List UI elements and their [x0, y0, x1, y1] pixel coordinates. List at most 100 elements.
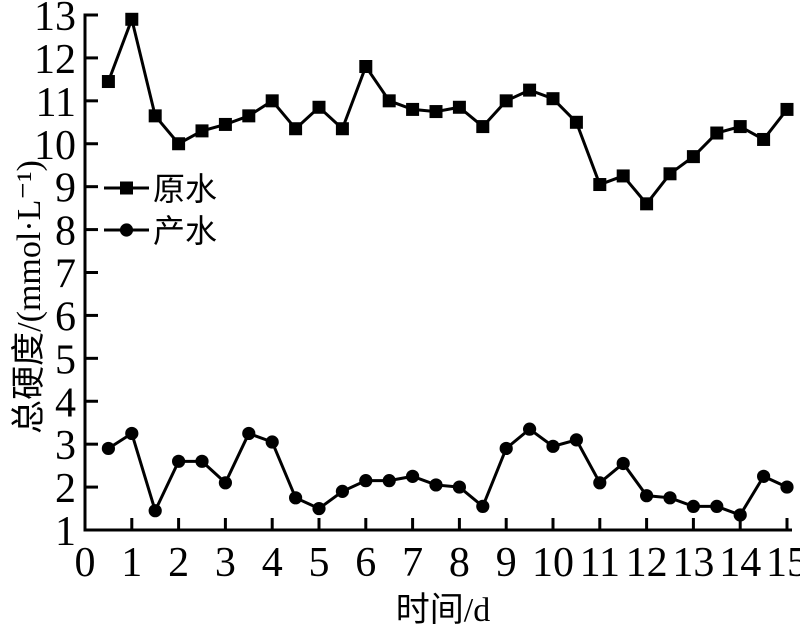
y-tick-label: 13 — [34, 0, 76, 40]
series-raw-water-marker — [780, 102, 794, 116]
series-raw-water-marker — [523, 83, 537, 97]
y-tick-label: 4 — [55, 380, 76, 426]
series-raw-water-marker — [757, 132, 771, 146]
x-tick-label: 11 — [580, 540, 620, 586]
x-tick-label: 9 — [496, 540, 517, 586]
series-product-water-marker — [382, 474, 396, 488]
y-tick-label: 5 — [55, 337, 76, 383]
series-raw-water-marker — [429, 105, 443, 119]
series-raw-water-marker — [710, 126, 724, 140]
series-product-water — [101, 422, 794, 522]
series-product-water-line — [107, 427, 788, 517]
series-product-water-marker — [546, 439, 560, 453]
series-product-water-marker — [335, 484, 349, 498]
x-tick-label: 6 — [355, 540, 376, 586]
series-raw-water-marker — [640, 197, 654, 211]
y-tick-label: 2 — [55, 466, 76, 512]
legend-product-water-marker — [119, 223, 134, 237]
legend-raw-water-marker — [120, 181, 133, 195]
series-product-water-marker — [569, 433, 584, 447]
series-product-water-marker — [640, 489, 654, 503]
series-raw-water-marker — [616, 169, 630, 183]
y-tick-label: 3 — [55, 423, 76, 469]
y-tick-label: 1 — [55, 509, 76, 555]
series-product-water-marker — [218, 476, 232, 490]
series-product-water-marker — [172, 454, 186, 468]
y-tick-label: 6 — [55, 294, 76, 340]
series-product-water-marker — [686, 499, 701, 513]
series-raw-water-marker — [218, 117, 232, 131]
series-product-water-marker — [265, 435, 279, 449]
series-raw-water-marker — [476, 120, 490, 134]
y-tick-label: 10 — [34, 123, 76, 169]
series-product-water-marker — [780, 480, 794, 494]
series-product-water-marker — [476, 499, 490, 513]
series-product-water-marker — [523, 422, 537, 436]
series-product-water-marker — [195, 454, 209, 468]
series-raw-water-marker — [195, 124, 209, 138]
y-tick-label: 9 — [55, 166, 76, 212]
x-tick-labels: 0 1 2 3 4 5 6 7 8 9 10 11 12 13 14 15 — [75, 540, 800, 586]
series-raw-water-marker — [686, 150, 700, 164]
series-product-water-marker — [733, 508, 747, 522]
series-raw-water-marker — [569, 115, 583, 129]
series-raw-water-marker — [546, 92, 560, 106]
series-raw-water-marker — [148, 109, 162, 123]
series-raw-water-marker — [452, 100, 466, 114]
series-product-water-marker — [359, 474, 373, 488]
series-product-water-marker — [125, 426, 139, 441]
x-tick-label: 1 — [121, 540, 142, 586]
series-product-water-marker — [101, 441, 115, 456]
series-raw-water-marker — [406, 102, 420, 116]
x-tick-label: 12 — [626, 540, 668, 586]
series-raw-water-marker — [359, 60, 373, 73]
series-product-water-marker — [312, 501, 326, 516]
series-raw-water-marker — [101, 75, 115, 89]
y-tick-label: 8 — [55, 209, 76, 255]
legend-product-water: 产水 — [104, 213, 217, 249]
x-tick-label: 15 — [766, 540, 800, 586]
y-tick-label: 7 — [55, 252, 76, 298]
legend-raw-water-label: 原水 — [153, 171, 217, 207]
x-tick-label: 14 — [719, 540, 761, 586]
series-product-water-marker — [429, 478, 443, 492]
x-axis-title: 时间/d — [396, 592, 490, 628]
x-tick-label: 10 — [532, 540, 574, 586]
series-raw-water-marker — [499, 94, 513, 108]
x-tick-label: 0 — [75, 540, 96, 586]
series-product-water-marker — [242, 426, 256, 441]
series-raw-water-marker — [663, 167, 677, 181]
x-tick-label: 4 — [262, 540, 283, 586]
y-tick-label: 12 — [34, 37, 76, 83]
series-product-water-marker — [757, 469, 771, 483]
series-raw-water-marker — [312, 100, 326, 114]
series-raw-water-marker — [593, 178, 607, 192]
axis-ticks — [83, 13, 789, 532]
series-product-water-marker — [499, 441, 513, 456]
series-raw-water-marker — [125, 12, 139, 26]
axes — [83, 13, 792, 532]
series-raw-water-marker — [733, 120, 747, 134]
series-product-water-marker — [289, 491, 303, 505]
x-tick-label: 13 — [672, 540, 714, 586]
series-raw-water-marker — [382, 94, 396, 108]
series-product-water-marker — [148, 504, 162, 518]
series-product-water-marker — [593, 476, 607, 490]
series-product-water-marker — [616, 456, 630, 471]
x-tick-label: 5 — [309, 540, 330, 586]
series-raw-water-marker — [335, 122, 349, 136]
legend-raw-water: 原水 — [104, 171, 217, 207]
series-raw-water-marker — [172, 137, 186, 151]
series-product-water-marker — [710, 499, 724, 513]
series-product-water-marker — [663, 491, 677, 505]
series-raw-water-marker — [265, 94, 279, 108]
series-product-water-marker — [406, 469, 420, 483]
x-tick-label: 7 — [402, 540, 423, 586]
series-raw-water-marker — [242, 109, 256, 123]
y-tick-label: 11 — [36, 80, 76, 126]
legend-product-water-label: 产水 — [153, 213, 217, 249]
x-tick-label: 8 — [449, 540, 470, 586]
